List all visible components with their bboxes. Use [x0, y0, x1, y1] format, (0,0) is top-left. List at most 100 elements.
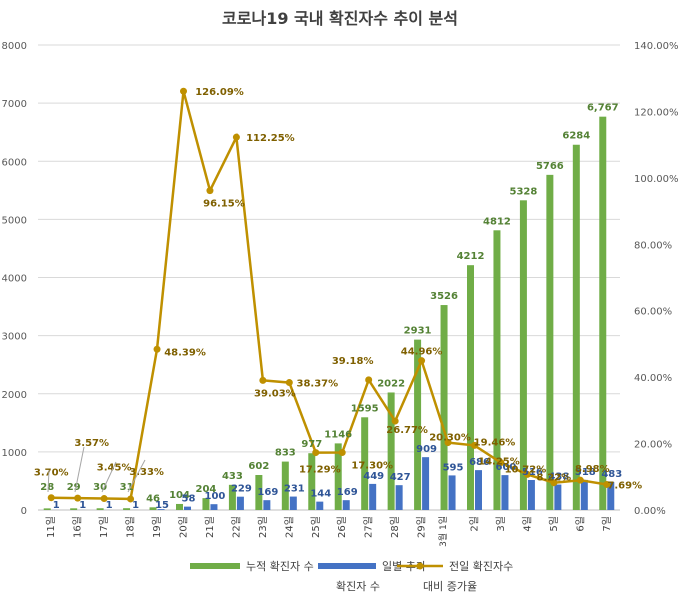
rate-data-label: 96.15% [203, 199, 245, 210]
left-tick-label: 5000 [2, 215, 27, 226]
bar-cumulative [44, 508, 51, 510]
cumulative-data-label: 6,767 [587, 103, 619, 114]
bar-daily [554, 485, 561, 510]
cumulative-data-label: 30 [93, 482, 107, 493]
x-tick-label: 21일 [204, 516, 216, 538]
bar-daily [501, 475, 508, 510]
x-tick-label: 28일 [389, 516, 401, 538]
bar-daily [369, 484, 376, 510]
chart-title: 코로나19 국내 확진자수 추이 분석 [222, 9, 458, 28]
daily-data-label: 1 [106, 500, 113, 511]
bar-cumulative [308, 453, 315, 510]
legend-label-daily-2: 확진자 수 [336, 580, 380, 593]
x-tick-label: 2일 [469, 516, 481, 532]
bar-cumulative [123, 508, 130, 510]
legend-label-rate-1: 전일 확진자수 [449, 559, 513, 573]
right-tick-label: 100.00% [634, 174, 679, 185]
right-tick-label: 20.00% [634, 440, 672, 451]
x-tick-label: 16일 [72, 516, 84, 538]
x-tick-label: 23일 [257, 516, 269, 538]
bar-daily [396, 485, 403, 510]
bar-daily [263, 500, 270, 510]
bar-cumulative [546, 175, 553, 510]
cumulative-data-label: 31 [120, 482, 134, 493]
bar-daily [316, 502, 323, 510]
rate-point [286, 379, 293, 386]
rate-data-label: 3.33% [129, 467, 164, 478]
legend-label-cumulative: 누적 확진자 수 [246, 560, 314, 573]
rate-point [365, 376, 372, 383]
x-tick-label: 29일 [416, 516, 428, 538]
rate-data-label: 26.77% [386, 425, 428, 436]
rate-point [259, 377, 266, 384]
daily-data-label: 595 [443, 462, 464, 473]
rate-data-label: 8.22% [537, 473, 572, 484]
cumulative-data-label: 4212 [457, 251, 485, 262]
rate-data-label: 3.70% [34, 468, 69, 479]
right-tick-label: 120.00% [634, 107, 679, 118]
daily-data-label: 144 [310, 489, 331, 500]
bar-daily [290, 497, 297, 510]
rate-data-label: 3.57% [74, 438, 109, 449]
cumulative-data-label: 6284 [562, 131, 590, 142]
bar-daily [422, 457, 429, 510]
right-tick-label: 60.00% [634, 307, 672, 318]
rate-point [154, 346, 161, 353]
daily-data-label: 427 [390, 472, 411, 483]
cumulative-data-label: 28 [40, 482, 54, 493]
bar-cumulative [573, 145, 580, 510]
bar-cumulative [441, 305, 448, 510]
left-tick-label: 8000 [2, 41, 27, 52]
rate-data-label: 44.96% [401, 347, 443, 358]
x-tick-label: 3일 [495, 516, 507, 532]
right-tick-label: 140.00% [634, 41, 679, 52]
daily-data-label: 100 [205, 491, 226, 502]
daily-data-label: 169 [337, 487, 358, 498]
daily-data-label: 1 [79, 500, 86, 511]
rate-point [180, 88, 187, 95]
rate-data-label: 19.46% [474, 437, 516, 448]
bar-daily [343, 500, 350, 510]
right-tick-label: 0.00% [634, 506, 666, 517]
rate-point [418, 357, 425, 364]
bar-cumulative [70, 508, 77, 510]
x-tick-label: 20일 [178, 516, 190, 538]
cumulative-data-label: 4812 [483, 216, 511, 227]
rate-data-label: 17.30% [351, 461, 393, 472]
daily-data-label: 58 [182, 494, 196, 505]
cumulative-data-label: 29 [67, 482, 81, 493]
cumulative-data-label: 1146 [324, 429, 352, 440]
cumulative-data-label: 977 [301, 439, 322, 450]
daily-data-label: 169 [257, 487, 278, 498]
right-tick-label: 80.00% [634, 240, 672, 251]
legend-label-rate-2: 대비 증가율 [423, 580, 477, 593]
cumulative-data-label: 833 [275, 448, 296, 459]
cumulative-data-label: 3526 [430, 291, 458, 302]
cumulative-data-label: 2931 [404, 326, 432, 337]
rate-data-label: 112.25% [246, 133, 295, 144]
rate-point [339, 449, 346, 456]
daily-data-label: 229 [231, 484, 252, 495]
left-tick-label: 7000 [2, 99, 27, 110]
cumulative-data-label: 602 [248, 461, 269, 472]
left-tick-label: 2000 [2, 390, 27, 401]
rate-data-label: 39.18% [332, 356, 374, 367]
x-tick-label: 19일 [151, 516, 163, 538]
legend-swatch-cumulative [190, 563, 240, 569]
rate-data-label: 3.45% [97, 463, 132, 474]
right-tick-label: 40.00% [634, 373, 672, 384]
x-tick-label: 26일 [336, 516, 348, 538]
rate-data-label: 20.30% [429, 433, 471, 444]
rate-data-label: 38.37% [296, 379, 338, 390]
x-tick-label: 22일 [230, 516, 242, 538]
left-tick-label: 6000 [2, 157, 27, 168]
left-tick-label: 1000 [2, 448, 27, 459]
x-tick-label: 3월 1일 [437, 516, 449, 547]
bar-daily [581, 480, 588, 510]
bar-daily [475, 470, 482, 510]
rate-data-label: 48.39% [164, 347, 206, 358]
cumulative-data-label: 5766 [536, 161, 564, 172]
daily-data-label: 15 [155, 500, 169, 511]
x-tick-label: 11일 [45, 516, 57, 538]
